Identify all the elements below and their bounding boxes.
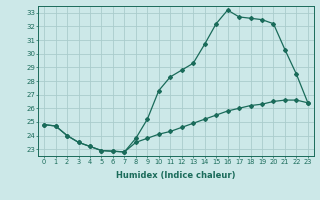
X-axis label: Humidex (Indice chaleur): Humidex (Indice chaleur): [116, 171, 236, 180]
